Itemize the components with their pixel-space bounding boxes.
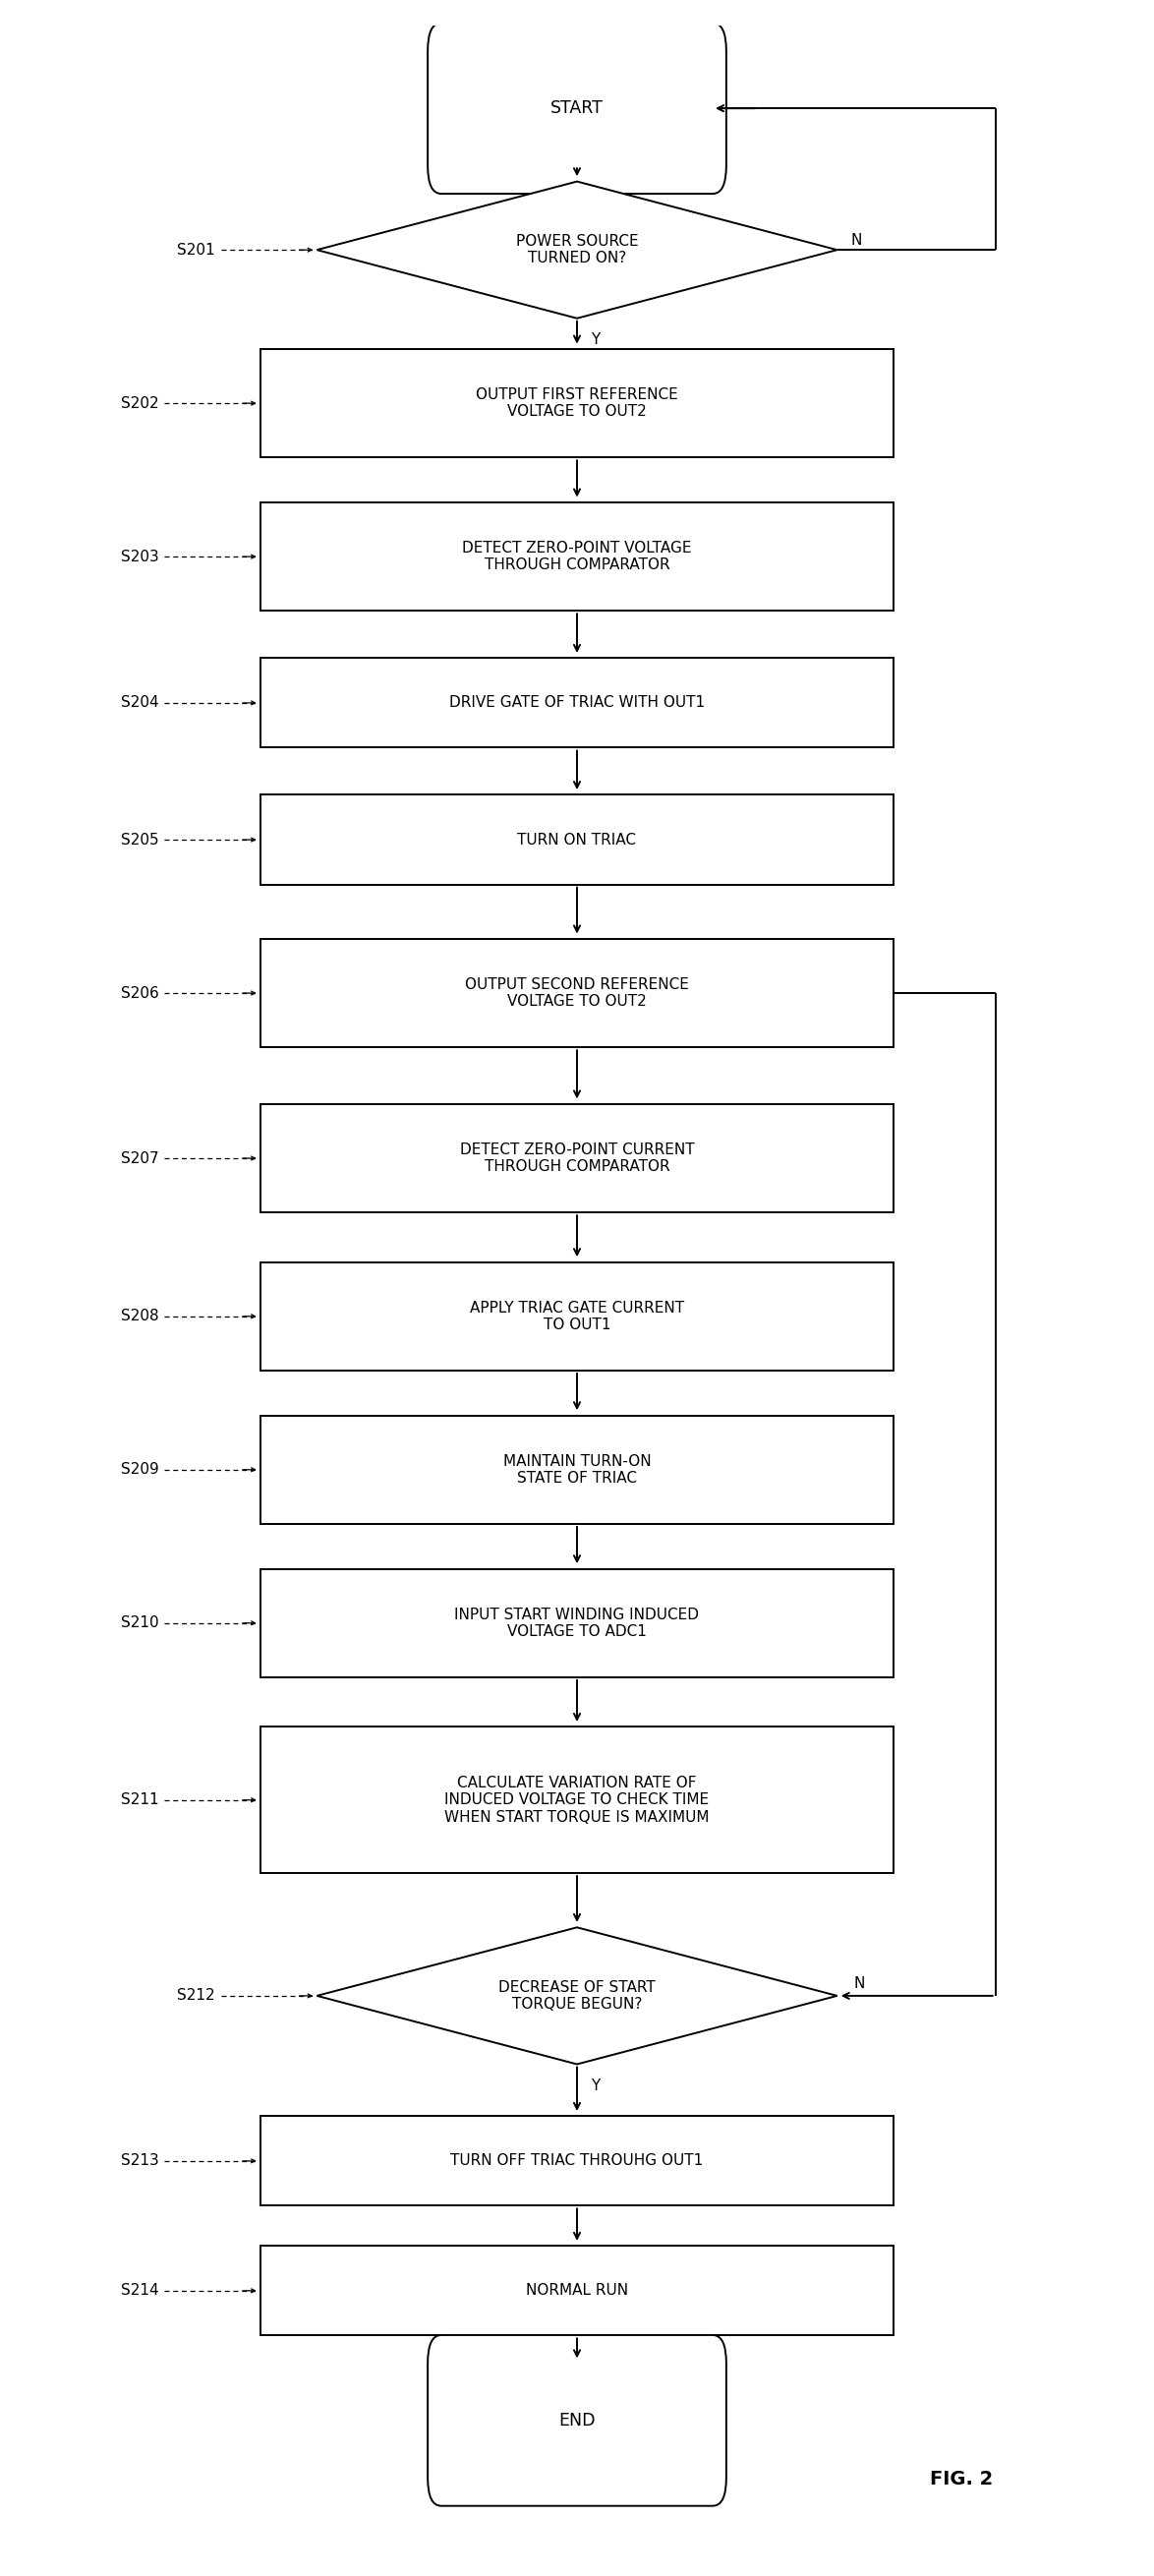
- Text: N: N: [854, 1976, 866, 1991]
- Text: S201: S201: [177, 242, 215, 258]
- Text: OUTPUT SECOND REFERENCE
VOLTAGE TO OUT2: OUTPUT SECOND REFERENCE VOLTAGE TO OUT2: [465, 976, 689, 1010]
- Text: FIG. 2: FIG. 2: [930, 2470, 994, 2488]
- Text: Y: Y: [591, 332, 600, 348]
- Text: S214: S214: [120, 2282, 158, 2298]
- Text: INPUT START WINDING INDUCED
VOLTAGE TO ADC1: INPUT START WINDING INDUCED VOLTAGE TO A…: [455, 1607, 699, 1638]
- Text: S206: S206: [120, 987, 158, 999]
- Text: NORMAL RUN: NORMAL RUN: [526, 2282, 628, 2298]
- Text: S209: S209: [120, 1463, 158, 1476]
- Bar: [261, 348, 893, 459]
- Text: DETECT ZERO-POINT CURRENT
THROUGH COMPARATOR: DETECT ZERO-POINT CURRENT THROUGH COMPAR…: [459, 1141, 695, 1175]
- Text: S211: S211: [120, 1793, 158, 1808]
- Text: S204: S204: [120, 696, 158, 711]
- Polygon shape: [317, 1927, 837, 2063]
- Bar: [261, 2115, 893, 2205]
- Text: TURN ON TRIAC: TURN ON TRIAC: [517, 832, 637, 848]
- Bar: [261, 2246, 893, 2336]
- Text: START: START: [550, 100, 604, 116]
- Text: CALCULATE VARIATION RATE OF
INDUCED VOLTAGE TO CHECK TIME
WHEN START TORQUE IS M: CALCULATE VARIATION RATE OF INDUCED VOLT…: [444, 1775, 710, 1824]
- Bar: [261, 1262, 893, 1370]
- Text: APPLY TRIAC GATE CURRENT
TO OUT1: APPLY TRIAC GATE CURRENT TO OUT1: [470, 1301, 684, 1332]
- Bar: [261, 1726, 893, 1873]
- Text: S213: S213: [120, 2154, 158, 2169]
- Text: S208: S208: [120, 1309, 158, 1324]
- Text: TURN OFF TRIAC THROUHG OUT1: TURN OFF TRIAC THROUHG OUT1: [450, 2154, 704, 2169]
- Bar: [261, 1569, 893, 1677]
- Text: N: N: [850, 232, 862, 247]
- Text: OUTPUT FIRST REFERENCE
VOLTAGE TO OUT2: OUTPUT FIRST REFERENCE VOLTAGE TO OUT2: [475, 386, 679, 420]
- Text: S203: S203: [120, 549, 158, 564]
- Bar: [261, 796, 893, 884]
- Text: Y: Y: [591, 2079, 600, 2094]
- Text: S205: S205: [120, 832, 158, 848]
- Bar: [261, 502, 893, 611]
- Bar: [261, 938, 893, 1048]
- Text: S210: S210: [120, 1615, 158, 1631]
- Text: POWER SOURCE
TURNED ON?: POWER SOURCE TURNED ON?: [516, 234, 638, 265]
- Text: S212: S212: [177, 1989, 215, 2004]
- Bar: [261, 1414, 893, 1525]
- Text: DRIVE GATE OF TRIAC WITH OUT1: DRIVE GATE OF TRIAC WITH OUT1: [449, 696, 705, 711]
- Text: S202: S202: [120, 397, 158, 410]
- Bar: [261, 1105, 893, 1213]
- Bar: [261, 657, 893, 747]
- FancyBboxPatch shape: [428, 23, 726, 193]
- Text: DETECT ZERO-POINT VOLTAGE
THROUGH COMPARATOR: DETECT ZERO-POINT VOLTAGE THROUGH COMPAR…: [463, 541, 691, 572]
- Polygon shape: [317, 180, 837, 319]
- Text: S207: S207: [120, 1151, 158, 1164]
- FancyBboxPatch shape: [428, 2334, 726, 2506]
- Text: END: END: [559, 2411, 595, 2429]
- Text: DECREASE OF START
TORQUE BEGUN?: DECREASE OF START TORQUE BEGUN?: [499, 1981, 655, 2012]
- Text: MAINTAIN TURN-ON
STATE OF TRIAC: MAINTAIN TURN-ON STATE OF TRIAC: [503, 1453, 651, 1486]
